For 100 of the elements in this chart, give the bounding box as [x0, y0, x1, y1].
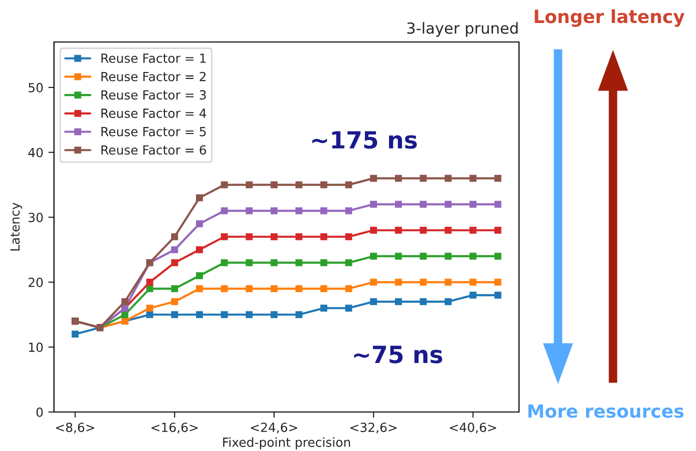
point [121, 298, 128, 306]
point [394, 174, 402, 182]
point [444, 298, 452, 306]
point [270, 207, 278, 214]
point [72, 330, 79, 338]
point [420, 278, 427, 286]
point [345, 304, 352, 312]
point [246, 207, 253, 214]
point [246, 285, 253, 292]
x-tick-label: <40,6> [450, 422, 496, 434]
text: More resources [528, 404, 684, 418]
point [121, 311, 128, 318]
point [171, 311, 178, 318]
point [394, 298, 402, 306]
point [420, 174, 427, 182]
point [295, 233, 302, 240]
point [494, 292, 502, 299]
point [146, 304, 154, 312]
point [171, 298, 178, 306]
legend-label: Reuse Factor = 3 [101, 90, 206, 100]
point [196, 311, 203, 318]
point [444, 226, 452, 234]
point [345, 259, 352, 266]
point [444, 200, 452, 208]
point [220, 285, 228, 292]
x-tick-label: <16,6> [152, 422, 198, 434]
y-tick-label: 50 [28, 82, 43, 92]
point [320, 259, 328, 266]
point [196, 246, 203, 254]
x-tick-label: <32,6> [350, 422, 397, 434]
point [444, 278, 452, 286]
y-tick-label: 0 [36, 407, 43, 417]
x-axis-title: Fixed-point precision [223, 437, 350, 450]
point [494, 226, 502, 234]
point [394, 278, 402, 286]
point [295, 181, 302, 188]
point [320, 285, 328, 292]
point [370, 200, 378, 208]
y-tick-label: 10 [29, 342, 43, 352]
point [196, 285, 203, 292]
y-tick-label: 30 [28, 212, 43, 222]
point [470, 278, 476, 286]
point [171, 233, 178, 240]
point [394, 226, 402, 234]
point [220, 259, 228, 266]
point [470, 252, 476, 260]
legend-label: Reuse Factor = 6 [101, 145, 206, 155]
point [196, 220, 203, 228]
legend-label: Reuse Factor = 4 [101, 108, 206, 118]
point [370, 226, 378, 234]
point [246, 181, 253, 188]
point [370, 174, 378, 182]
point [246, 233, 253, 240]
point [270, 181, 278, 188]
point [220, 181, 228, 188]
point [420, 200, 427, 208]
point [494, 252, 502, 260]
point [146, 278, 154, 286]
point [494, 278, 502, 286]
point [220, 233, 228, 240]
point [470, 174, 476, 182]
text: Longer latency [534, 9, 685, 27]
point [444, 252, 452, 260]
point [470, 226, 476, 234]
point [320, 181, 328, 188]
point [220, 311, 228, 318]
y-tick-label: 20 [28, 278, 43, 288]
point [345, 207, 352, 214]
annotation: ~175 ns [312, 131, 417, 149]
point [246, 311, 253, 318]
point [494, 200, 502, 208]
y-axis-title: Latency [10, 202, 22, 250]
point [171, 285, 178, 292]
point [370, 298, 378, 306]
point [470, 292, 476, 299]
point [196, 272, 203, 280]
point [345, 285, 352, 292]
y-tick-label: 40 [28, 148, 43, 158]
legend-label: Reuse Factor = 1 [101, 54, 206, 63]
point [370, 278, 378, 286]
point [420, 252, 427, 260]
chart-title: 3-layer pruned [407, 22, 518, 37]
point [246, 259, 253, 266]
point [171, 259, 178, 266]
point [196, 194, 203, 202]
point [295, 207, 302, 214]
point [420, 298, 427, 306]
x-tick-label: <8,6> [56, 422, 94, 434]
point [295, 285, 302, 292]
point [370, 252, 378, 260]
point [295, 311, 302, 318]
point [394, 252, 402, 260]
point [270, 233, 278, 240]
point [494, 174, 502, 182]
legend-label: Reuse Factor = 5 [101, 127, 206, 136]
point [171, 246, 178, 254]
point [270, 311, 278, 318]
point [320, 233, 328, 240]
legend-label: Reuse Factor = 2 [101, 72, 206, 82]
x-tick-label: <24,6> [251, 422, 298, 434]
